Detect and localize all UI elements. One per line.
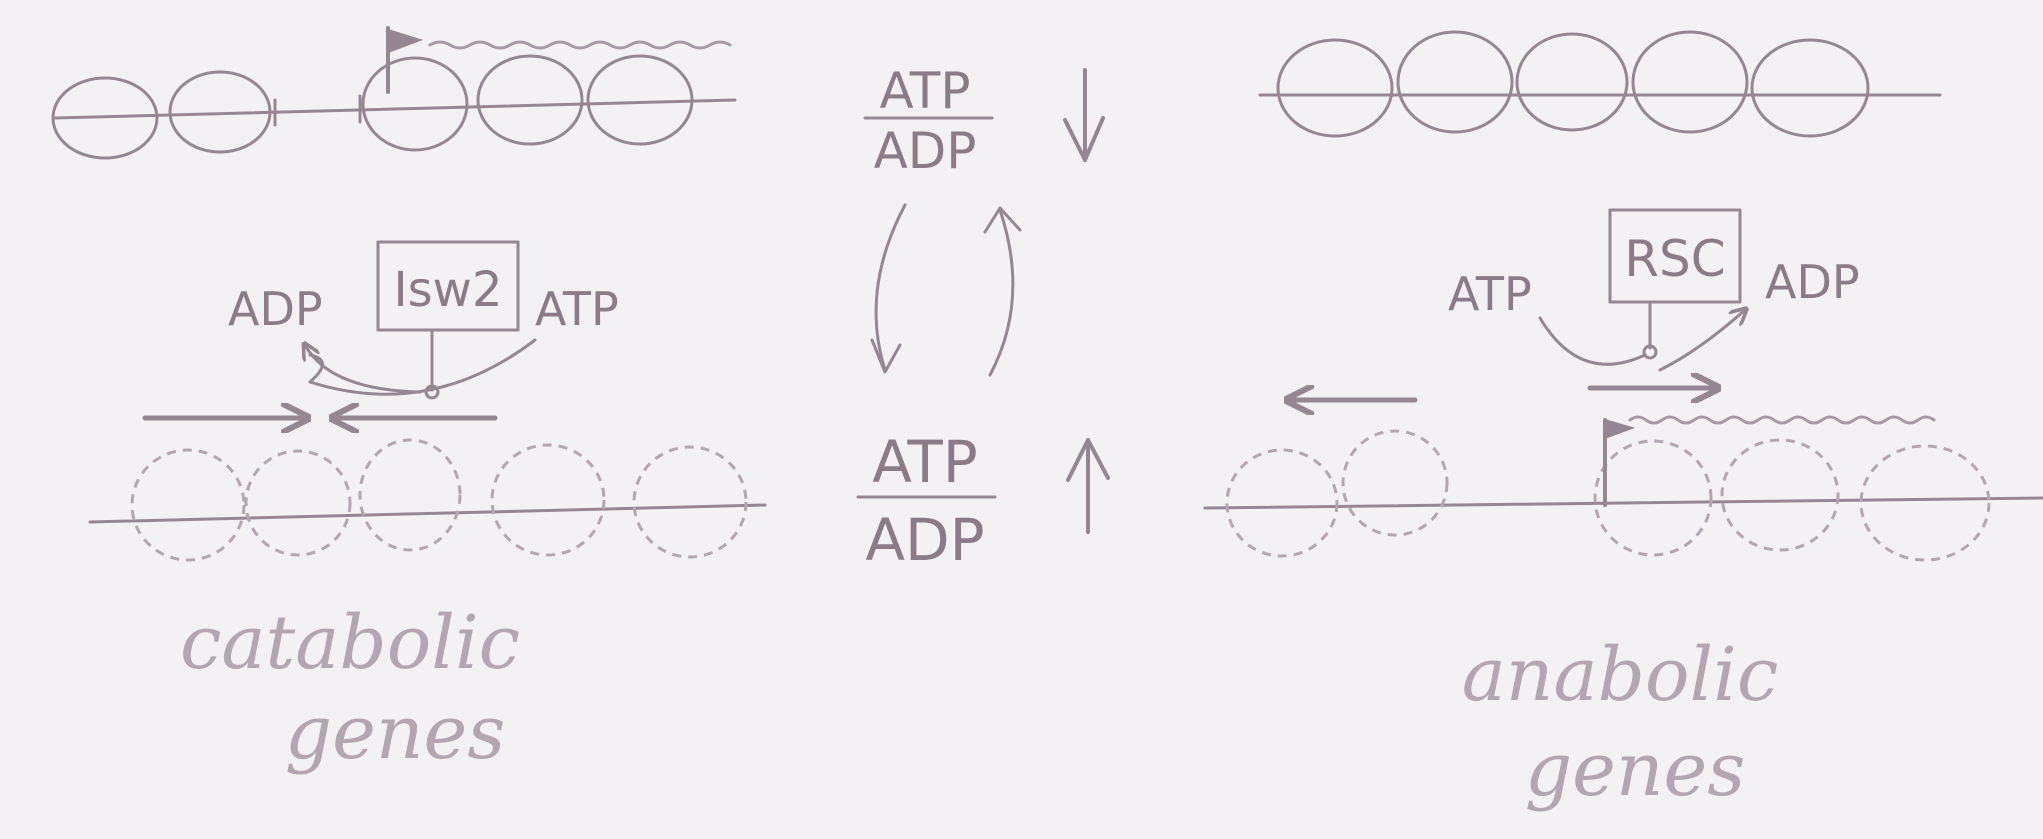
left-bottom-chromatin [88,438,767,562]
adp-release-arrow-icon [1658,310,1745,372]
bottom-ratio-numerator: ATP [872,428,978,496]
isw2-label: Isw2 [394,262,503,318]
catabolic-caption: catabolic [180,600,520,686]
left-adp-label: ADP [228,282,323,336]
right-bottom-chromatin [1203,415,2043,562]
catabolic-genes-caption: genes [285,690,506,776]
cycle-arrows-icon [870,203,1022,377]
atp-consumption-curve [1538,316,1647,366]
transcript-wave [428,40,732,50]
transcription-start-flag-icon [1603,418,1636,507]
anabolic-genes-caption: genes [1525,727,1746,813]
bottom-ratio-denominator: ADP [865,506,984,574]
down-arrow-icon [1063,68,1105,162]
transcript-wave [1628,415,1936,425]
transcription-start-flag-icon [386,26,424,94]
left-top-chromatin [51,26,737,160]
right-atp-label: ATP [1448,267,1532,321]
top-ratio: ATP ADP [863,62,1105,180]
right-top-chromatin [1258,30,1942,138]
rsc-label: RSC [1624,230,1725,288]
adp-release-arrow-icon [305,345,422,394]
isw2-remodeler: Isw2 ADP ATP [228,240,619,400]
atp-consumption-curve [308,338,537,396]
right-adp-label: ADP [1765,255,1860,309]
top-ratio-denominator: ADP [874,122,977,180]
right-sliding-arrows [1290,388,1715,400]
left-atp-label: ATP [535,282,619,336]
top-ratio-numerator: ATP [879,62,970,120]
up-arrow-icon [1066,438,1110,534]
rsc-remodeler: RSC ATP ADP [1448,208,1860,372]
anabolic-caption: anabolic [1462,632,1779,718]
bottom-ratio: ATP ADP [856,428,1110,574]
